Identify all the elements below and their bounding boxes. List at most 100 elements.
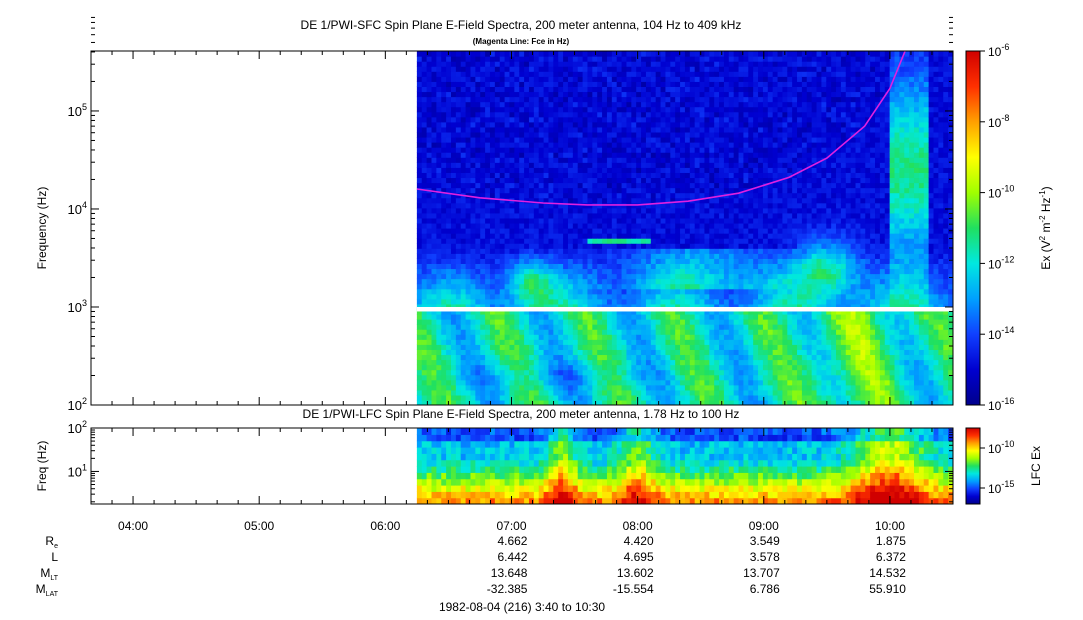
sfc-cell <box>538 91 545 98</box>
sfc-cell <box>602 334 608 340</box>
sfc-cell <box>524 324 530 330</box>
sfc-cell <box>431 354 437 361</box>
sfc-cell <box>719 197 725 204</box>
sfc-cell <box>533 126 540 133</box>
sfc-cell <box>753 228 759 234</box>
sfc-cell <box>514 121 520 128</box>
sfc-cell <box>436 263 442 270</box>
sfc-cell <box>460 359 467 366</box>
sfc-cell <box>587 263 593 270</box>
sfc-cell <box>631 126 637 133</box>
sfc-cell <box>592 263 598 270</box>
sfc-cell <box>704 379 710 386</box>
sfc-cell <box>694 187 701 194</box>
sfc-cell <box>655 308 662 315</box>
sfc-cell <box>645 61 652 67</box>
sfc-cell <box>631 303 637 310</box>
sfc-cell <box>577 344 584 350</box>
sfc-cell <box>621 162 628 168</box>
sfc-cell <box>753 399 759 405</box>
sfc-cell <box>475 167 481 173</box>
sfc-cell <box>611 91 618 98</box>
sfc-cell <box>699 248 706 254</box>
sfc-cell <box>577 202 584 209</box>
sfc-cell <box>426 217 433 224</box>
sfc-cell <box>519 313 525 320</box>
sfc-cell <box>748 86 754 93</box>
sfc-cell <box>636 369 642 376</box>
sfc-cell <box>446 263 452 270</box>
sfc-cell <box>533 157 540 163</box>
sfc-cell <box>592 374 598 381</box>
sfc-cell <box>431 298 437 305</box>
sfc-cell <box>636 71 642 77</box>
sfc-cell <box>450 222 457 229</box>
sfc-cell <box>699 217 706 224</box>
sfc-cell <box>499 81 506 87</box>
sfc-cell <box>582 359 589 366</box>
sfc-cell <box>446 96 452 103</box>
sfc-cell <box>558 182 564 189</box>
sfc-cell <box>753 233 759 239</box>
sfc-cell <box>616 339 623 345</box>
sfc-cell <box>485 303 491 310</box>
sfc-cell <box>558 222 564 229</box>
sfc-cell <box>602 71 608 77</box>
sfc-cell <box>709 71 715 77</box>
sfc-cell <box>509 167 515 173</box>
sfc-cell <box>465 91 472 98</box>
sfc-cell <box>509 212 515 219</box>
sfc-cell <box>514 177 520 184</box>
sfc-cell <box>519 283 525 290</box>
sfc-cell <box>528 187 535 194</box>
sfc-cell <box>455 61 462 67</box>
sfc-cell <box>489 86 496 93</box>
sfc-cell <box>689 389 696 396</box>
sfc-cell <box>753 136 759 143</box>
sfc-cell <box>733 192 740 199</box>
sfc-cell <box>460 303 467 310</box>
sfc-cell <box>431 167 437 173</box>
sfc-cell <box>421 131 428 138</box>
sfc-cell <box>538 222 545 229</box>
sfc-cell <box>577 71 584 77</box>
sfc-cell <box>689 399 696 405</box>
sfc-cell <box>743 207 749 214</box>
sfc-cell <box>470 344 476 350</box>
sfc-cell <box>626 339 632 345</box>
sfc-cell <box>485 354 491 361</box>
sfc-cell <box>616 167 623 173</box>
sfc-cell <box>470 293 476 300</box>
sfc-cell <box>567 207 574 214</box>
sfc-cell <box>460 222 467 229</box>
sfc-cell <box>504 187 511 194</box>
sfc-cell <box>689 359 696 366</box>
sfc-cell <box>543 364 550 371</box>
sfc-cell <box>636 313 642 320</box>
sfc-cell <box>450 187 457 194</box>
sfc-cell <box>441 283 447 290</box>
sfc-cell <box>616 66 623 72</box>
sfc-cell <box>597 334 603 340</box>
sfc-cell <box>465 319 472 325</box>
sfc-cell <box>543 258 550 264</box>
sfc-cell <box>680 197 686 204</box>
sfc-cell <box>606 147 613 153</box>
sfc-cell <box>416 394 423 401</box>
sfc-cell <box>460 126 467 133</box>
sfc-cell <box>553 308 559 315</box>
sfc-cell <box>753 66 759 72</box>
sfc-cell <box>670 308 676 315</box>
sfc-cell <box>577 354 584 361</box>
sfc-cell <box>709 182 715 189</box>
sfc-cell <box>592 308 598 315</box>
sfc-cell <box>699 319 706 325</box>
sfc-cell <box>714 121 720 128</box>
sfc-cell <box>738 61 745 67</box>
sfc-cell <box>460 238 467 244</box>
sfc-cell <box>660 207 667 214</box>
sfc-cell <box>499 379 506 386</box>
sfc-cell <box>416 369 423 376</box>
sfc-cell <box>655 56 662 62</box>
sfc-cell <box>563 389 569 396</box>
